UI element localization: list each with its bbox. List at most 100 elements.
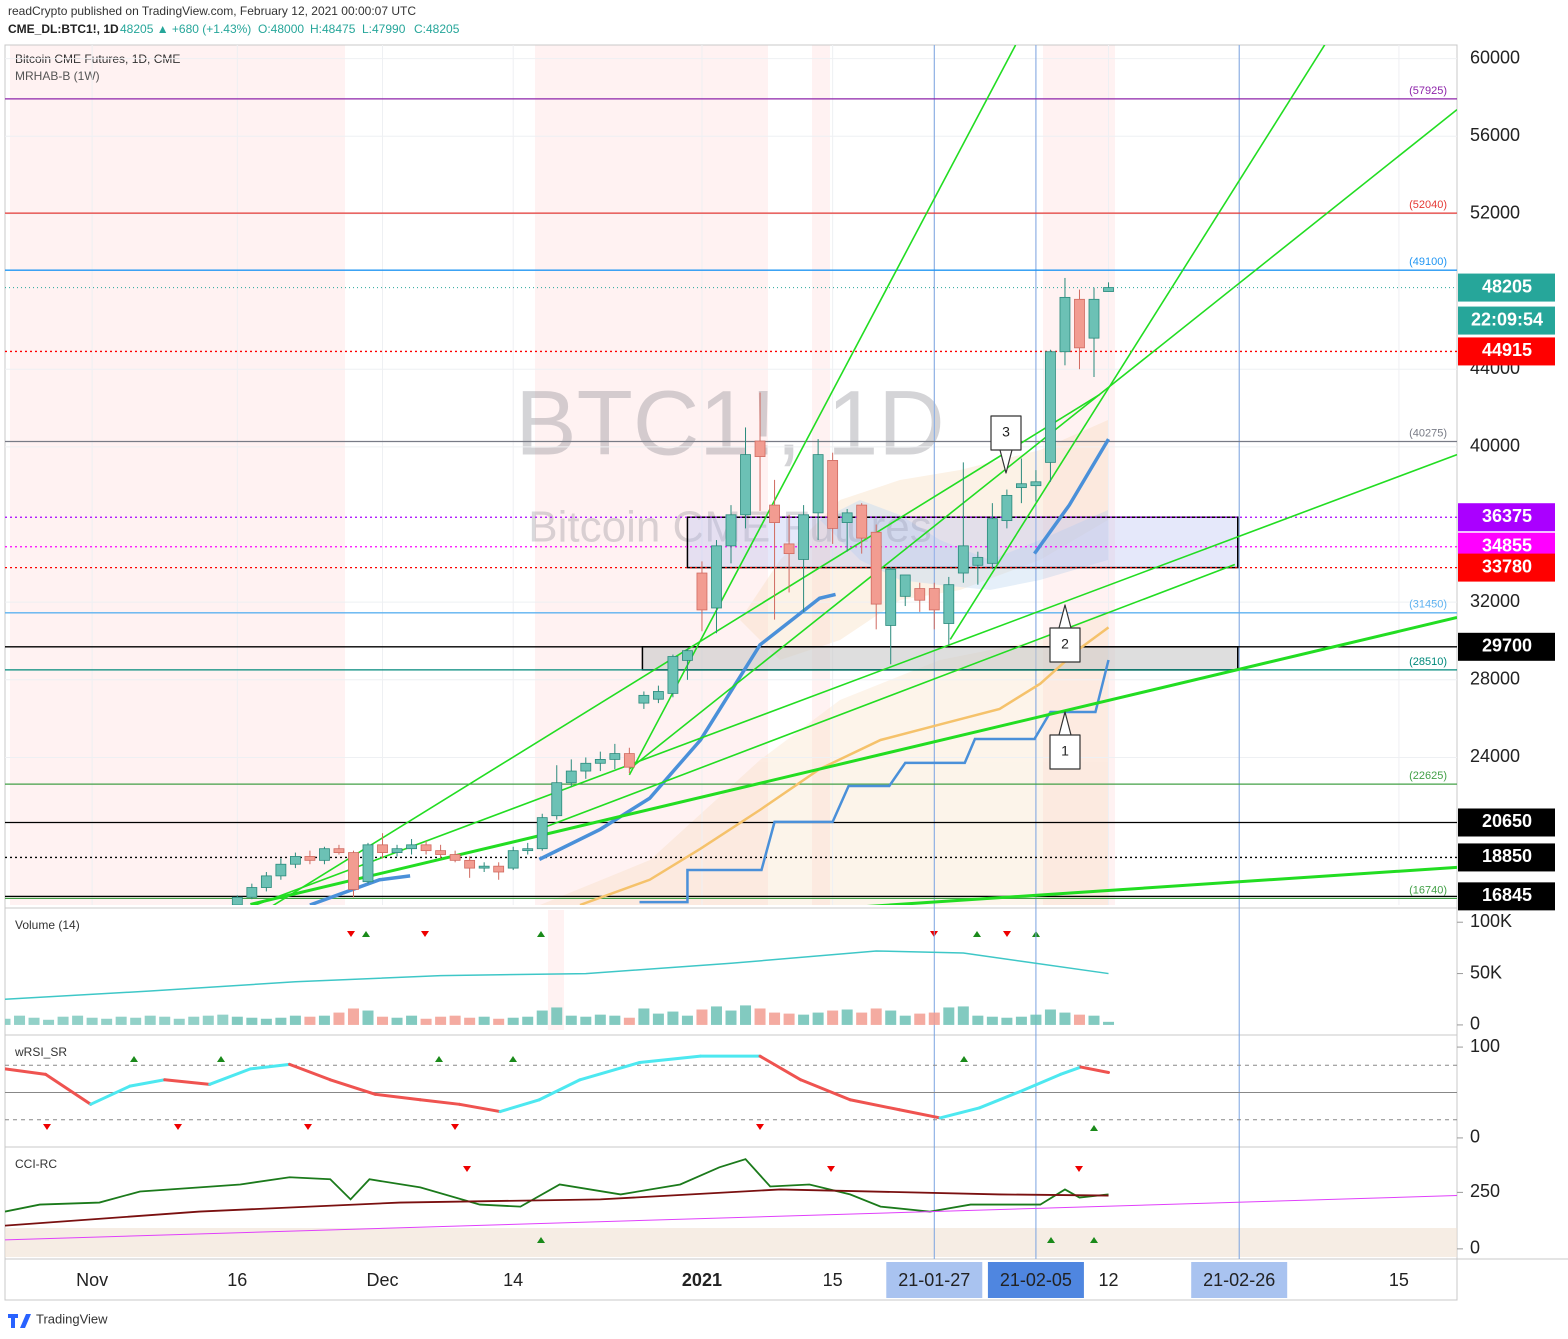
volume-bar xyxy=(667,1011,679,1025)
y-tick-label: 100 xyxy=(1470,1036,1500,1056)
brand: TradingView xyxy=(36,1311,108,1326)
candle-body xyxy=(231,896,243,905)
volume-bar xyxy=(798,1014,810,1025)
y-tick-label: 50K xyxy=(1470,962,1502,982)
rsi-line xyxy=(288,1062,332,1082)
volume-bar xyxy=(231,1016,243,1025)
candle-body xyxy=(725,514,737,547)
volume-bar xyxy=(899,1015,911,1025)
candle-body xyxy=(769,504,780,523)
volume-bar xyxy=(159,1016,171,1025)
rsi-line xyxy=(163,1078,212,1086)
level-label: (57925) xyxy=(1409,85,1447,97)
volume-bar xyxy=(754,1008,766,1025)
countdown: 22:09:54 xyxy=(1471,309,1543,329)
x-tick-highlight xyxy=(886,1262,983,1298)
trendline xyxy=(539,563,1236,831)
rsi-line xyxy=(1018,1072,1063,1094)
price-tag-label: 18850 xyxy=(1482,846,1532,866)
volume-bar xyxy=(435,1016,447,1025)
x-tick-label: 16 xyxy=(227,1270,247,1290)
candle-body xyxy=(623,753,635,768)
price-tag xyxy=(1458,337,1555,366)
candle-body xyxy=(986,518,998,564)
y-tick-label: 60000 xyxy=(1470,47,1520,67)
volume-bar xyxy=(333,1012,345,1025)
volume-bar xyxy=(565,1015,577,1025)
ohlc: H:48475 xyxy=(310,22,356,36)
volume-bar xyxy=(86,1017,98,1025)
volume-bar xyxy=(769,1012,781,1025)
candle-body xyxy=(972,557,984,566)
volume-bar xyxy=(870,1008,882,1025)
volume-bar xyxy=(551,1007,563,1025)
price-tag xyxy=(1458,273,1555,302)
level-label: (31450) xyxy=(1409,599,1447,611)
y-tick-label: 100K xyxy=(1470,911,1512,931)
candle-body xyxy=(856,504,868,539)
volume-bar xyxy=(304,1016,316,1025)
x-tick-label: Nov xyxy=(76,1270,108,1290)
price-tag-label: 34855 xyxy=(1482,535,1532,555)
trendline xyxy=(628,45,1017,776)
candle-body xyxy=(507,850,519,869)
countdown-tag xyxy=(1458,306,1555,335)
volume-bar xyxy=(420,1018,432,1025)
candle-body xyxy=(348,852,359,890)
candle-body xyxy=(580,762,592,772)
candle-body xyxy=(1030,481,1042,487)
rsi-line xyxy=(799,1078,852,1102)
volume-bar xyxy=(594,1014,606,1025)
callout-label: 3 xyxy=(1002,424,1010,440)
rsi-line xyxy=(5,1067,48,1076)
candle-body xyxy=(377,844,388,853)
level-label: (52040) xyxy=(1409,199,1447,211)
candle-body xyxy=(319,848,330,861)
volume-bar xyxy=(696,1009,708,1025)
watermark: BTC1!, 1D xyxy=(515,372,944,474)
candle-body xyxy=(275,863,287,877)
volume-bar xyxy=(464,1017,476,1025)
candle-body xyxy=(740,454,751,516)
volume-bar xyxy=(681,1015,693,1025)
level-label: (40275) xyxy=(1409,427,1447,439)
candle-body xyxy=(667,656,679,694)
x-tick-label: 21-02-05 xyxy=(1000,1270,1072,1290)
volume-bar xyxy=(914,1013,926,1025)
cci-title: CCI-RC xyxy=(15,1157,57,1171)
layer xyxy=(5,950,1115,1025)
y-tick-label: 32000 xyxy=(1470,591,1520,611)
x-tick-label: 15 xyxy=(1389,1270,1409,1290)
level-label: (22625) xyxy=(1409,770,1447,782)
x-tick-label: 2021 xyxy=(682,1270,722,1290)
price-tag-label: 33780 xyxy=(1482,556,1532,576)
candle-body xyxy=(1088,298,1100,339)
volume-bar xyxy=(1059,1012,1071,1025)
volume-bar xyxy=(841,1009,853,1025)
rsi-line xyxy=(418,1098,461,1106)
volume-bar xyxy=(144,1015,156,1025)
rsi-line xyxy=(498,1098,541,1114)
volume-bar xyxy=(14,1015,26,1025)
price-tag-label: 48205 xyxy=(1482,276,1532,296)
candle-body xyxy=(449,854,461,861)
volume-bar xyxy=(885,1010,897,1025)
rsi-line xyxy=(1079,1065,1111,1075)
y-tick-label: 0 xyxy=(1470,1014,1480,1034)
rsi-line xyxy=(248,1062,292,1071)
callout xyxy=(1049,711,1081,770)
callout xyxy=(1049,604,1081,663)
price-tag xyxy=(1458,632,1555,661)
volume-bar xyxy=(391,1017,403,1025)
x-tick-label: Dec xyxy=(367,1270,399,1290)
volume-ma xyxy=(5,950,1109,1000)
candle-body xyxy=(1103,287,1114,292)
volume-bar xyxy=(638,1008,650,1025)
rsi-line xyxy=(638,1054,703,1065)
price-tag-label: 29700 xyxy=(1482,636,1532,656)
candle-body xyxy=(943,584,955,624)
volume-bar xyxy=(856,1012,868,1025)
candle-body xyxy=(711,545,722,609)
